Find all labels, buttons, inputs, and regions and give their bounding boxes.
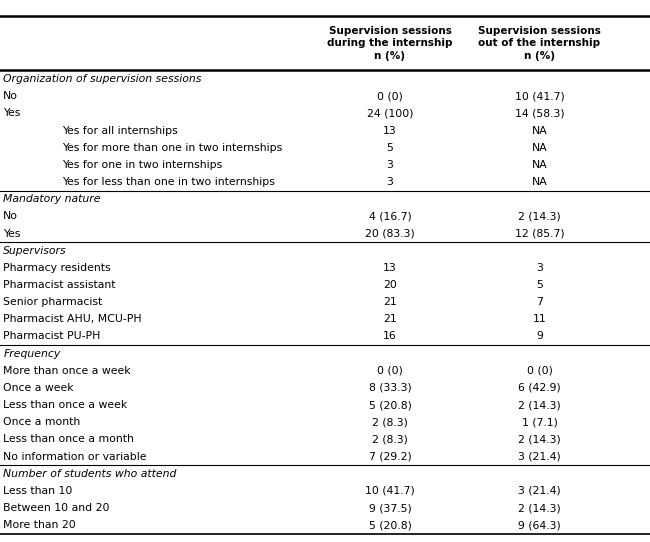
Text: No: No	[3, 91, 18, 101]
Text: Yes for one in two internships: Yes for one in two internships	[62, 160, 222, 170]
Text: Pharmacist AHU, MCU-PH: Pharmacist AHU, MCU-PH	[3, 314, 142, 324]
Text: Pharmacist assistant: Pharmacist assistant	[3, 280, 116, 290]
Text: Pharmacist PU-PH: Pharmacist PU-PH	[3, 332, 101, 341]
Text: 8 (33.3): 8 (33.3)	[369, 383, 411, 393]
Text: Frequency: Frequency	[3, 349, 60, 359]
Text: 20 (83.3): 20 (83.3)	[365, 229, 415, 238]
Text: Less than 10: Less than 10	[3, 486, 73, 496]
Text: NA: NA	[532, 126, 547, 136]
Text: 3: 3	[387, 160, 393, 170]
Text: 10 (41.7): 10 (41.7)	[365, 486, 415, 496]
Text: Between 10 and 20: Between 10 and 20	[3, 503, 110, 513]
Text: Organization of supervision sessions: Organization of supervision sessions	[3, 74, 202, 84]
Text: Yes for less than one in two internships: Yes for less than one in two internships	[62, 177, 274, 187]
Text: 0 (0): 0 (0)	[377, 366, 403, 376]
Text: 24 (100): 24 (100)	[367, 108, 413, 118]
Text: 0 (0): 0 (0)	[377, 91, 403, 101]
Text: Yes: Yes	[3, 108, 21, 118]
Text: 2 (8.3): 2 (8.3)	[372, 435, 408, 444]
Text: Pharmacy residents: Pharmacy residents	[3, 263, 111, 273]
Text: Supervision sessions
out of the internship
n (%): Supervision sessions out of the internsh…	[478, 26, 601, 61]
Text: 14 (58.3): 14 (58.3)	[515, 108, 564, 118]
Text: Supervisors: Supervisors	[3, 246, 67, 256]
Text: No: No	[3, 211, 18, 221]
Text: 5: 5	[387, 143, 393, 153]
Text: NA: NA	[532, 143, 547, 153]
Text: 3 (21.4): 3 (21.4)	[518, 451, 561, 462]
Text: Mandatory nature: Mandatory nature	[3, 194, 101, 204]
Text: 2 (8.3): 2 (8.3)	[372, 417, 408, 427]
Text: NA: NA	[532, 160, 547, 170]
Text: 13: 13	[383, 126, 397, 136]
Text: NA: NA	[532, 177, 547, 187]
Text: 21: 21	[383, 297, 397, 307]
Text: 7: 7	[536, 297, 543, 307]
Text: Yes for all internships: Yes for all internships	[62, 126, 177, 136]
Text: Less than once a week: Less than once a week	[3, 400, 127, 410]
Text: 2 (14.3): 2 (14.3)	[518, 435, 561, 444]
Text: 21: 21	[383, 314, 397, 324]
Text: 3 (21.4): 3 (21.4)	[518, 486, 561, 496]
Text: More than 20: More than 20	[3, 520, 76, 530]
Text: 2 (14.3): 2 (14.3)	[518, 211, 561, 221]
Text: 6 (42.9): 6 (42.9)	[518, 383, 561, 393]
Text: 7 (29.2): 7 (29.2)	[369, 451, 411, 462]
Text: 1 (7.1): 1 (7.1)	[521, 417, 558, 427]
Text: 0 (0): 0 (0)	[526, 366, 552, 376]
Text: Once a month: Once a month	[3, 417, 81, 427]
Text: 2 (14.3): 2 (14.3)	[518, 503, 561, 513]
Text: 4 (16.7): 4 (16.7)	[369, 211, 411, 221]
Text: 10 (41.7): 10 (41.7)	[515, 91, 564, 101]
Text: 16: 16	[383, 332, 397, 341]
Text: 13: 13	[383, 263, 397, 273]
Text: 9 (37.5): 9 (37.5)	[369, 503, 411, 513]
Text: Supervision sessions
during the internship
n (%): Supervision sessions during the internsh…	[327, 26, 453, 61]
Text: 11: 11	[532, 314, 547, 324]
Text: Once a week: Once a week	[3, 383, 74, 393]
Text: 5: 5	[536, 280, 543, 290]
Text: More than once a week: More than once a week	[3, 366, 131, 376]
Text: 9 (64.3): 9 (64.3)	[518, 520, 561, 530]
Text: Number of students who attend: Number of students who attend	[3, 469, 177, 479]
Text: 3: 3	[536, 263, 543, 273]
Text: 20: 20	[383, 280, 397, 290]
Text: Less than once a month: Less than once a month	[3, 435, 134, 444]
Text: Yes for more than one in two internships: Yes for more than one in two internships	[62, 143, 282, 153]
Text: 5 (20.8): 5 (20.8)	[369, 520, 411, 530]
Text: Senior pharmacist: Senior pharmacist	[3, 297, 103, 307]
Text: Yes: Yes	[3, 229, 21, 238]
Text: 2 (14.3): 2 (14.3)	[518, 400, 561, 410]
Text: 9: 9	[536, 332, 543, 341]
Text: No information or variable: No information or variable	[3, 451, 147, 462]
Text: 12 (85.7): 12 (85.7)	[515, 229, 564, 238]
Text: 3: 3	[387, 177, 393, 187]
Text: 5 (20.8): 5 (20.8)	[369, 400, 411, 410]
